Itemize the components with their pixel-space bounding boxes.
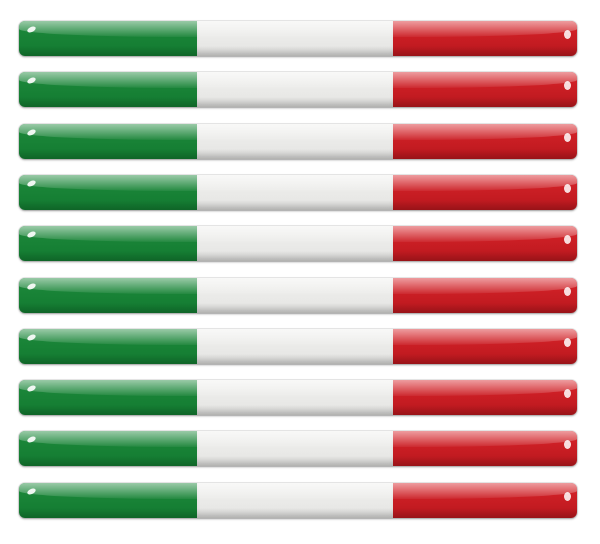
highlight-glint bbox=[564, 389, 571, 398]
white-band bbox=[197, 431, 393, 466]
red-band bbox=[393, 226, 577, 261]
red-band bbox=[393, 431, 577, 466]
flag-stripe bbox=[19, 226, 577, 261]
green-band bbox=[19, 21, 197, 56]
green-band bbox=[19, 175, 197, 210]
red-band bbox=[393, 175, 577, 210]
white-band bbox=[197, 124, 393, 159]
white-band bbox=[197, 226, 393, 261]
highlight-glint bbox=[564, 287, 571, 296]
white-band bbox=[197, 329, 393, 364]
green-band bbox=[19, 124, 197, 159]
highlight-glint bbox=[564, 235, 571, 244]
green-band bbox=[19, 380, 197, 415]
flag-stripe bbox=[19, 278, 577, 313]
flag-stripe bbox=[19, 431, 577, 466]
red-band bbox=[393, 483, 577, 518]
green-band bbox=[19, 278, 197, 313]
red-band bbox=[393, 380, 577, 415]
green-band bbox=[19, 226, 197, 261]
white-band bbox=[197, 483, 393, 518]
highlight-glint bbox=[564, 440, 571, 449]
flag-stripe bbox=[19, 124, 577, 159]
white-band bbox=[197, 21, 393, 56]
flag-stripe bbox=[19, 483, 577, 518]
highlight-glint bbox=[564, 492, 571, 501]
green-band bbox=[19, 72, 197, 107]
green-band bbox=[19, 329, 197, 364]
white-band bbox=[197, 72, 393, 107]
flag-stripe bbox=[19, 72, 577, 107]
highlight-glint bbox=[564, 338, 571, 347]
highlight-glint bbox=[564, 30, 571, 39]
red-band bbox=[393, 21, 577, 56]
green-band bbox=[19, 483, 197, 518]
red-band bbox=[393, 278, 577, 313]
white-band bbox=[197, 380, 393, 415]
highlight-glint bbox=[564, 81, 571, 90]
flag-stripe bbox=[19, 175, 577, 210]
white-band bbox=[197, 278, 393, 313]
red-band bbox=[393, 329, 577, 364]
white-band bbox=[197, 175, 393, 210]
green-band bbox=[19, 431, 197, 466]
highlight-glint bbox=[564, 184, 571, 193]
flag-stripe bbox=[19, 329, 577, 364]
red-band bbox=[393, 72, 577, 107]
red-band bbox=[393, 124, 577, 159]
flag-stripe bbox=[19, 380, 577, 415]
flag-stripe bbox=[19, 21, 577, 56]
highlight-glint bbox=[564, 133, 571, 142]
